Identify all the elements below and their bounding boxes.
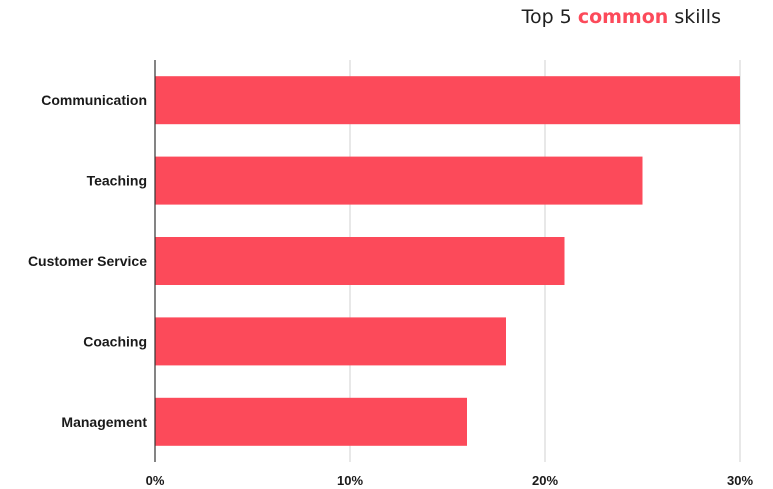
x-tick-label: 10% bbox=[337, 473, 363, 488]
x-tick-label: 30% bbox=[727, 473, 753, 488]
bar bbox=[155, 237, 565, 285]
bar bbox=[155, 76, 740, 125]
category-label: Teaching bbox=[87, 173, 147, 189]
category-label: Management bbox=[61, 414, 147, 430]
x-tick-label: 20% bbox=[532, 473, 558, 488]
title-prefix: Top 5 bbox=[521, 6, 578, 28]
chart-title: Top 5 common skills bbox=[522, 6, 721, 28]
bar bbox=[155, 156, 643, 205]
title-highlight: common bbox=[577, 6, 669, 28]
bar bbox=[155, 317, 506, 366]
bar bbox=[155, 397, 467, 446]
x-tick-label: 0% bbox=[146, 473, 165, 488]
category-label: Coaching bbox=[83, 333, 147, 349]
title-suffix: skills bbox=[668, 6, 721, 28]
category-label: Communication bbox=[41, 92, 147, 108]
category-label: Customer Service bbox=[28, 253, 147, 269]
